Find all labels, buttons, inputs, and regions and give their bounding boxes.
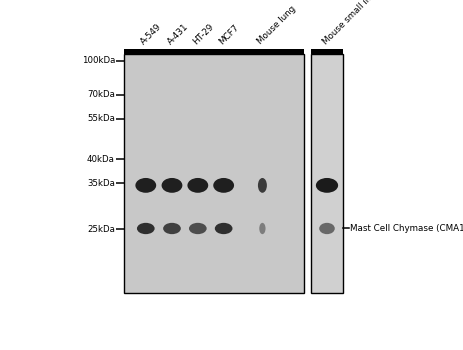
Text: Mast Cell Chymase (CMA1): Mast Cell Chymase (CMA1): [350, 224, 463, 233]
Ellipse shape: [215, 223, 232, 234]
Text: Mouse lung: Mouse lung: [256, 4, 298, 46]
Ellipse shape: [213, 178, 234, 193]
Ellipse shape: [137, 223, 155, 234]
Bar: [311, 54, 343, 293]
Ellipse shape: [258, 178, 267, 193]
Ellipse shape: [188, 178, 208, 193]
Text: A-431: A-431: [166, 22, 190, 46]
Text: 35kDa: 35kDa: [87, 179, 115, 188]
Text: 55kDa: 55kDa: [87, 114, 115, 123]
Text: HT-29: HT-29: [192, 22, 216, 46]
Ellipse shape: [163, 223, 181, 234]
Text: Mouse small intestine: Mouse small intestine: [321, 0, 394, 46]
Bar: [124, 54, 304, 293]
Text: 40kDa: 40kDa: [87, 155, 115, 164]
Text: A-549: A-549: [139, 22, 164, 46]
Ellipse shape: [316, 178, 338, 193]
Ellipse shape: [162, 178, 182, 193]
Bar: [124, 49, 304, 54]
Ellipse shape: [135, 178, 156, 193]
Text: 25kDa: 25kDa: [87, 225, 115, 234]
Ellipse shape: [319, 223, 335, 234]
Ellipse shape: [259, 223, 266, 234]
Text: MCF7: MCF7: [217, 22, 241, 46]
Text: 100kDa: 100kDa: [81, 56, 115, 65]
Bar: [311, 49, 343, 54]
Ellipse shape: [189, 223, 206, 234]
Text: 70kDa: 70kDa: [87, 90, 115, 99]
